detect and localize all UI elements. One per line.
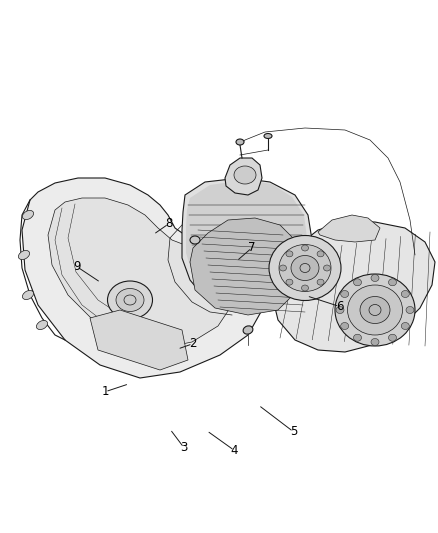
Polygon shape bbox=[225, 158, 262, 195]
Ellipse shape bbox=[286, 279, 293, 285]
Ellipse shape bbox=[353, 334, 361, 341]
Ellipse shape bbox=[286, 251, 293, 257]
Ellipse shape bbox=[301, 245, 308, 251]
Ellipse shape bbox=[389, 279, 396, 286]
Ellipse shape bbox=[401, 322, 409, 329]
Ellipse shape bbox=[236, 139, 244, 145]
Ellipse shape bbox=[347, 285, 403, 335]
Ellipse shape bbox=[371, 274, 379, 281]
Ellipse shape bbox=[234, 166, 256, 184]
Ellipse shape bbox=[341, 290, 349, 297]
Ellipse shape bbox=[291, 255, 319, 280]
Text: 1: 1 bbox=[101, 385, 109, 398]
Polygon shape bbox=[90, 310, 188, 370]
Ellipse shape bbox=[190, 236, 200, 244]
Ellipse shape bbox=[401, 290, 409, 297]
Polygon shape bbox=[48, 198, 232, 348]
Ellipse shape bbox=[279, 245, 331, 292]
Ellipse shape bbox=[360, 296, 390, 324]
Ellipse shape bbox=[341, 322, 349, 329]
Ellipse shape bbox=[335, 274, 415, 346]
Text: 2: 2 bbox=[189, 337, 197, 350]
Text: 7: 7 bbox=[248, 241, 256, 254]
Polygon shape bbox=[318, 215, 380, 242]
Ellipse shape bbox=[279, 265, 286, 271]
Text: 3: 3 bbox=[180, 441, 187, 454]
Ellipse shape bbox=[18, 251, 30, 260]
Text: 8: 8 bbox=[165, 217, 172, 230]
Text: 6: 6 bbox=[336, 300, 343, 313]
Polygon shape bbox=[186, 180, 307, 304]
Ellipse shape bbox=[389, 334, 396, 341]
Ellipse shape bbox=[317, 251, 324, 257]
Ellipse shape bbox=[116, 288, 144, 311]
Ellipse shape bbox=[269, 236, 341, 301]
Polygon shape bbox=[272, 222, 435, 352]
Text: 9: 9 bbox=[73, 260, 81, 273]
Ellipse shape bbox=[371, 338, 379, 345]
Ellipse shape bbox=[353, 279, 361, 286]
Text: 4: 4 bbox=[230, 444, 238, 457]
Text: 5: 5 bbox=[290, 425, 297, 438]
Polygon shape bbox=[182, 178, 312, 312]
Ellipse shape bbox=[22, 290, 34, 300]
Polygon shape bbox=[190, 218, 300, 315]
Ellipse shape bbox=[264, 133, 272, 139]
Ellipse shape bbox=[324, 265, 331, 271]
Ellipse shape bbox=[107, 281, 152, 319]
Ellipse shape bbox=[22, 211, 34, 220]
Polygon shape bbox=[22, 178, 262, 378]
Ellipse shape bbox=[243, 326, 253, 334]
Ellipse shape bbox=[317, 279, 324, 285]
Ellipse shape bbox=[406, 306, 414, 313]
Ellipse shape bbox=[36, 320, 48, 329]
Ellipse shape bbox=[336, 306, 344, 313]
Ellipse shape bbox=[301, 285, 308, 291]
